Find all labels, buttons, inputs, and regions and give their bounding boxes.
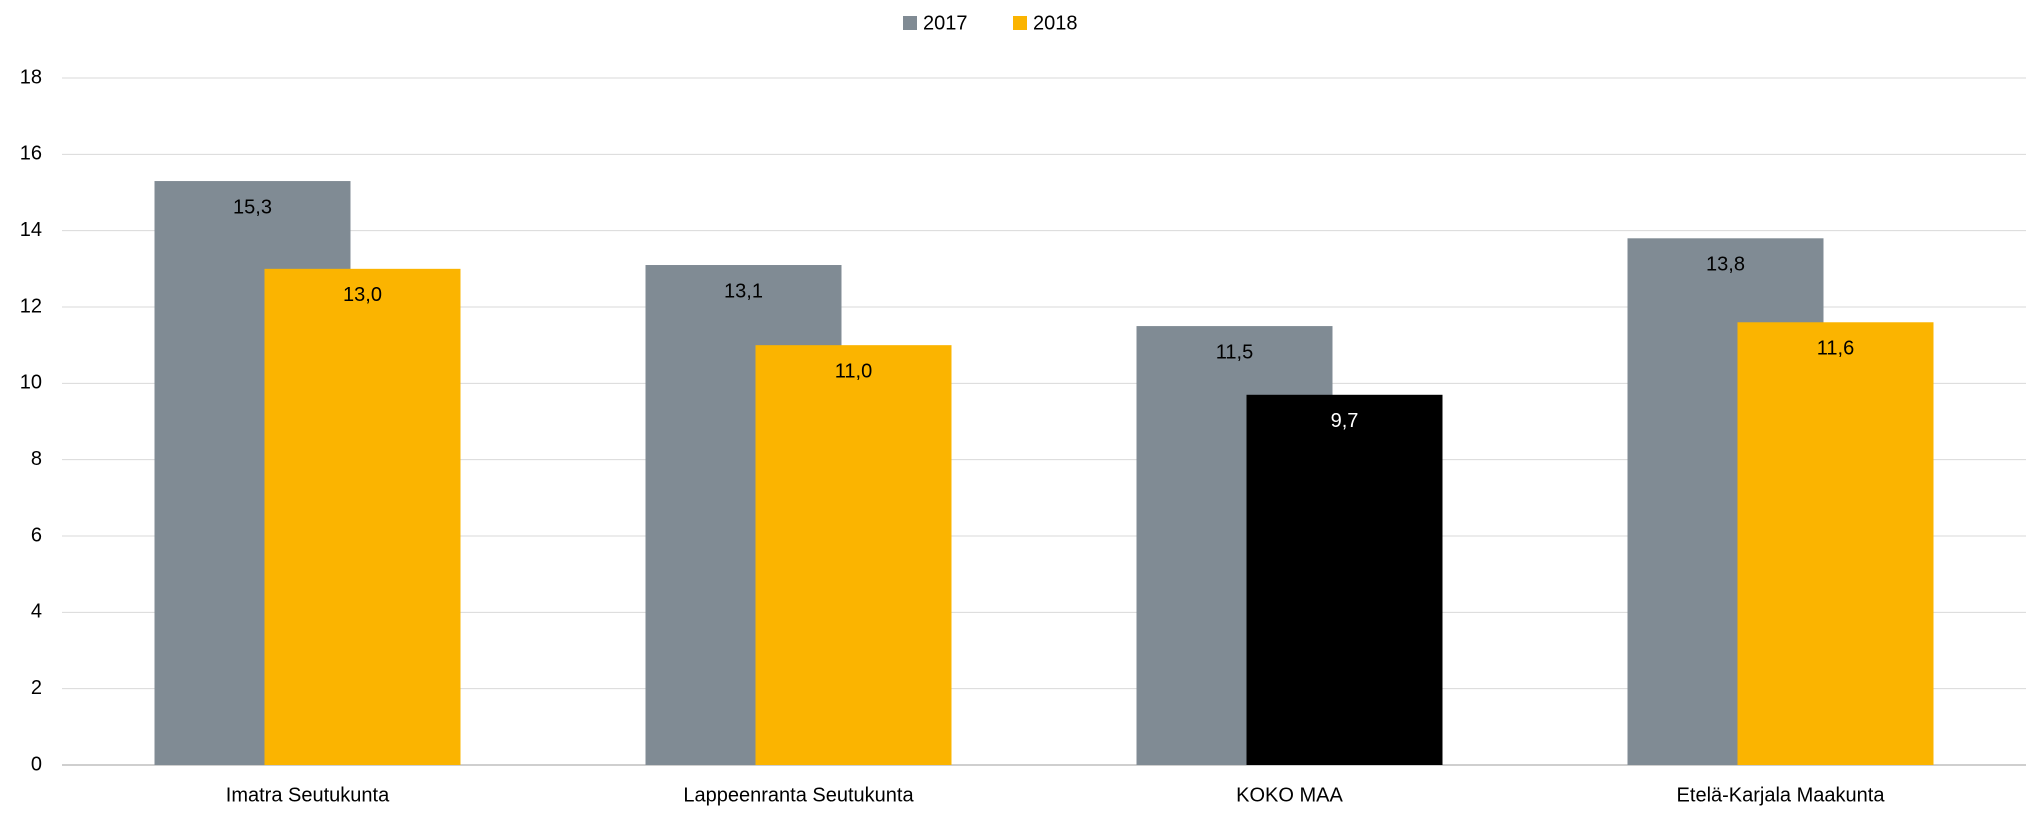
y-tick-label: 16 <box>20 143 42 165</box>
y-tick-label: 2 <box>31 677 42 699</box>
data-label: 13,0 <box>343 284 382 306</box>
bar <box>264 268 461 765</box>
y-tick-label: 0 <box>31 753 42 775</box>
bar <box>1246 394 1443 765</box>
y-tick-label: 6 <box>31 524 42 546</box>
y-tick-label: 4 <box>31 601 42 623</box>
data-label: 11,5 <box>1216 341 1253 363</box>
x-tick-label: Imatra Seutukunta <box>226 784 390 806</box>
legend-label: 2018 <box>1033 12 1078 34</box>
y-tick-label: 18 <box>20 66 42 88</box>
legend-swatch <box>1013 16 1027 30</box>
bar <box>755 345 952 765</box>
y-tick-label: 14 <box>20 219 42 241</box>
x-tick-label: Lappeenranta Seutukunta <box>683 784 914 806</box>
bar <box>1737 322 1934 765</box>
x-tick-label: Etelä-Karjala Maakunta <box>1677 784 1886 806</box>
x-tick-label: KOKO MAA <box>1236 784 1343 806</box>
data-label: 9,7 <box>1331 410 1359 432</box>
y-tick-label: 10 <box>20 372 42 394</box>
y-tick-label: 8 <box>31 448 42 470</box>
legend-swatch <box>903 16 917 30</box>
data-label: 13,1 <box>724 280 763 302</box>
data-label: 15,3 <box>233 196 272 218</box>
data-label: 11,6 <box>1817 338 1854 360</box>
legend-label: 2017 <box>923 12 968 34</box>
data-label: 13,8 <box>1706 254 1745 276</box>
data-label: 11,0 <box>835 360 872 382</box>
y-tick-label: 12 <box>20 295 42 317</box>
